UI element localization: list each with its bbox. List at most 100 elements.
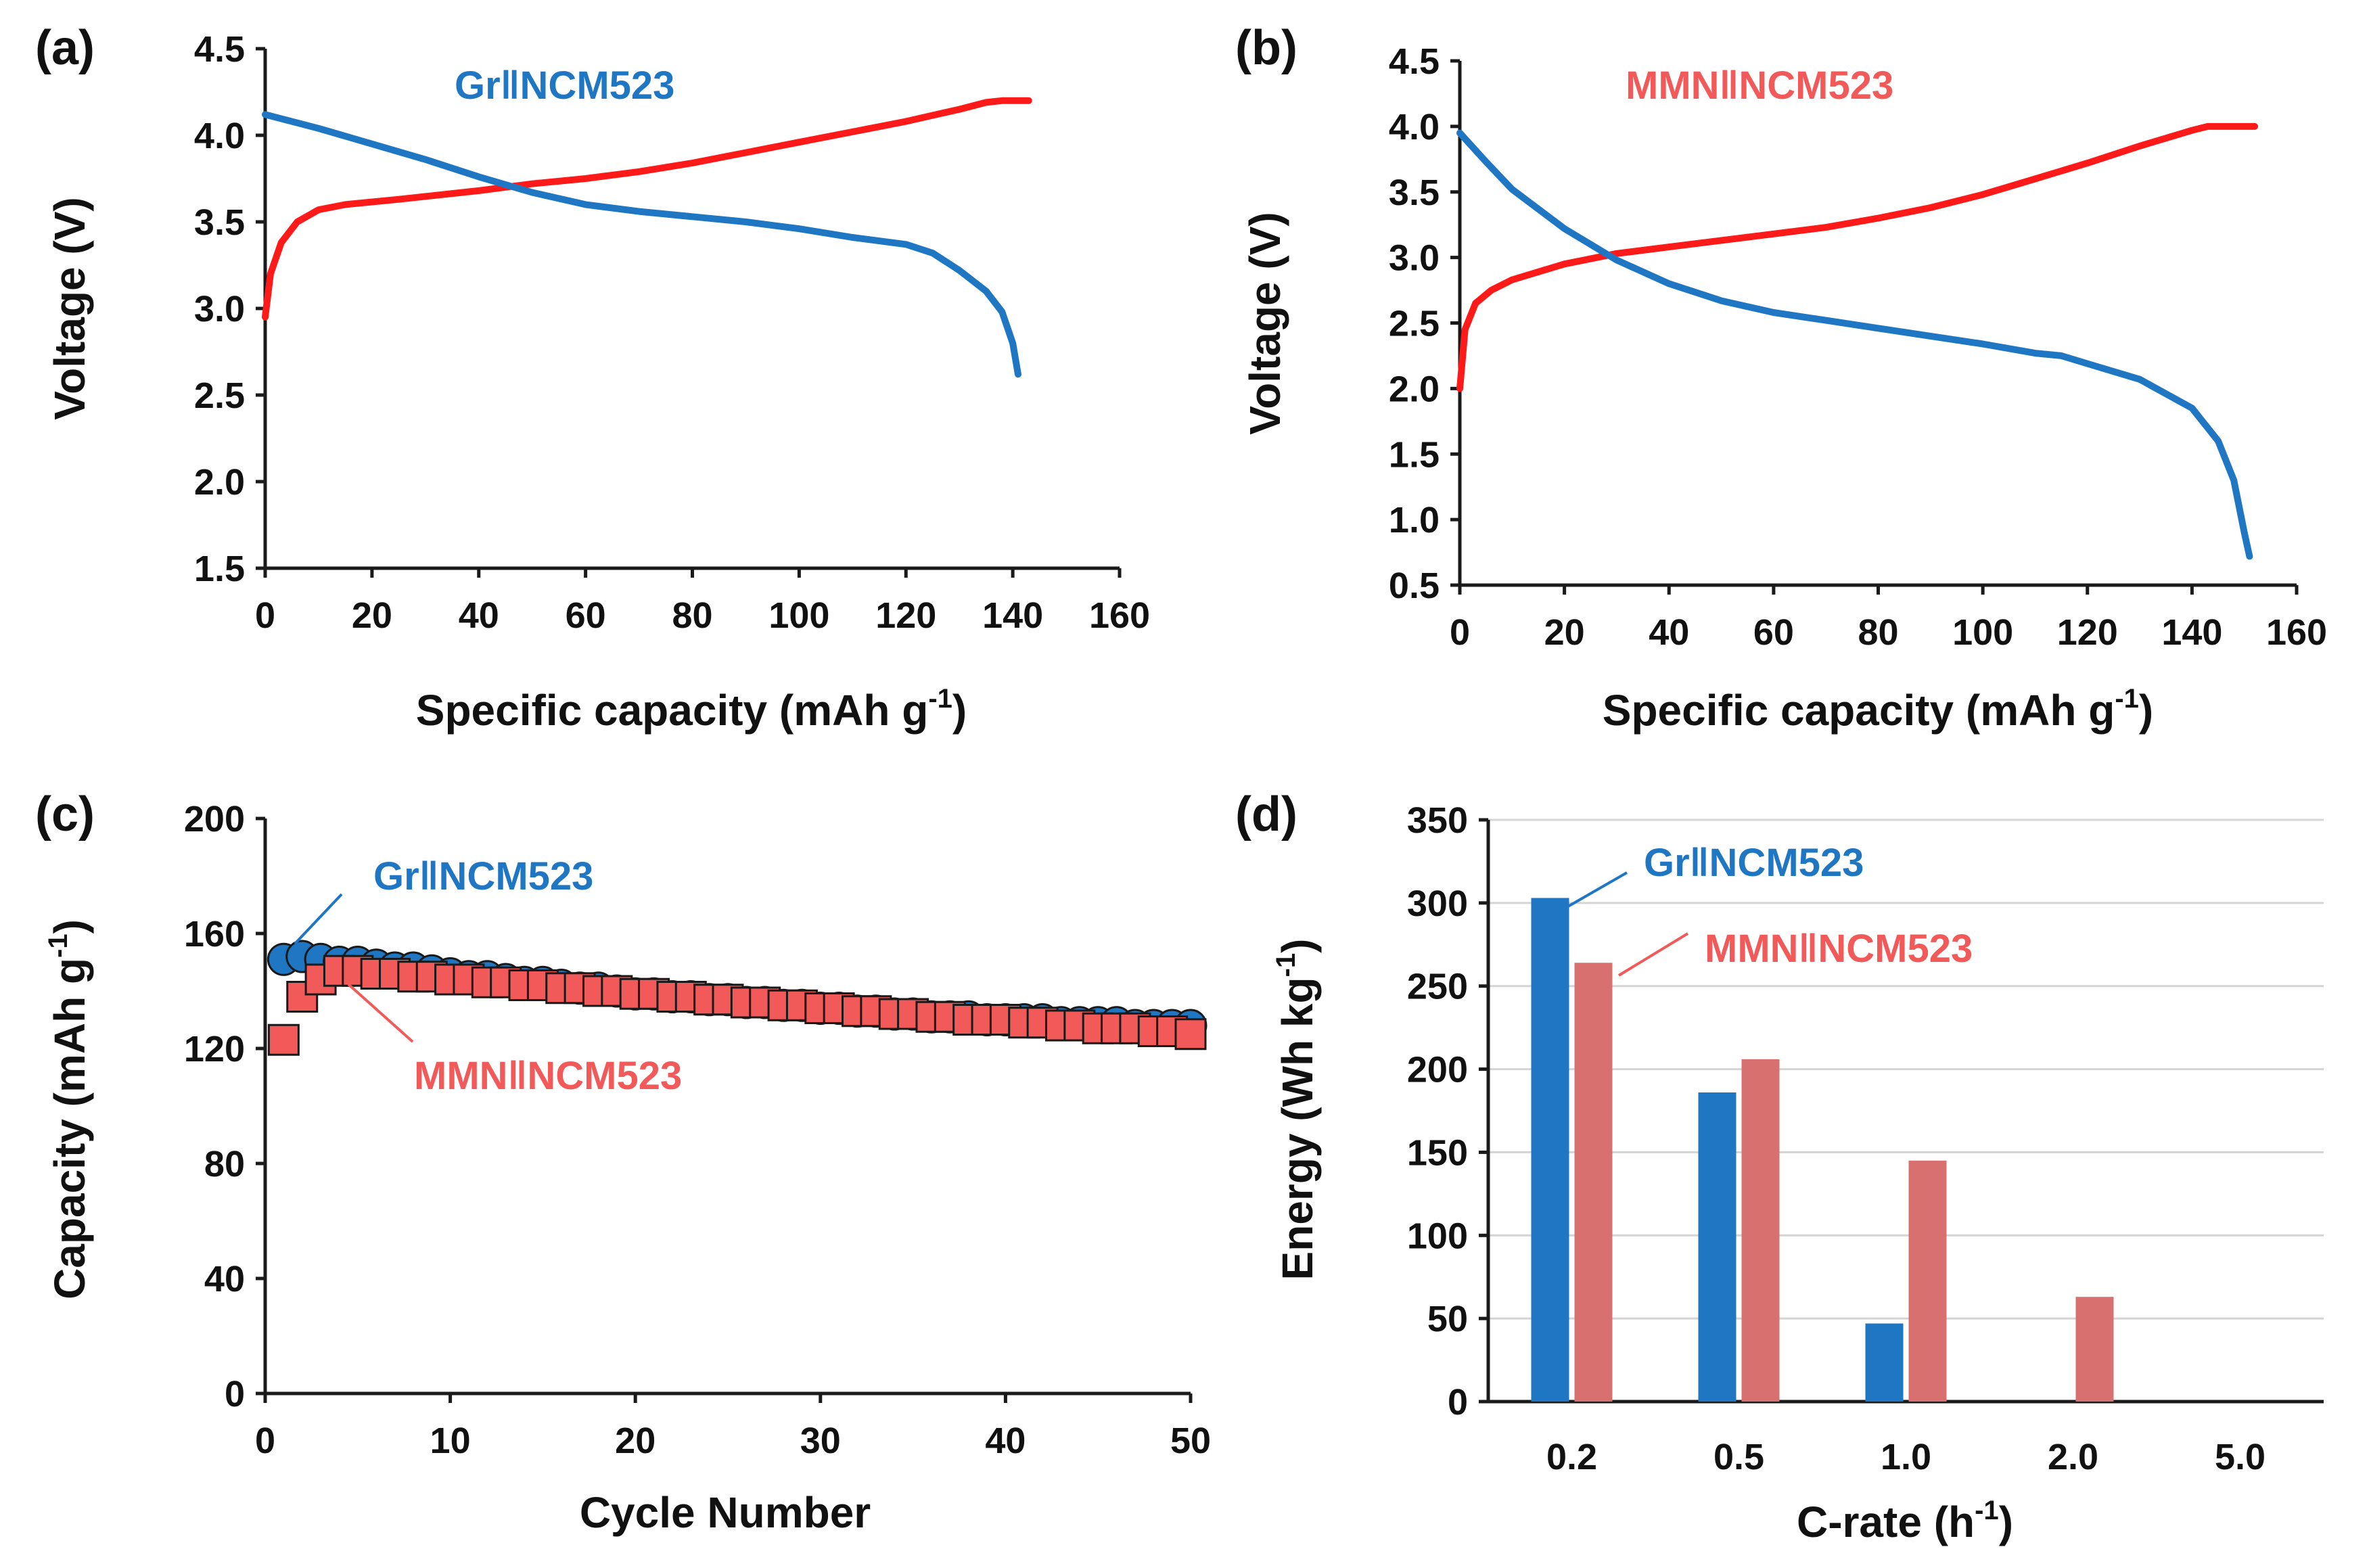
panel-b-y-tick-label: 2.5 bbox=[1389, 304, 1440, 344]
panel-c-x-axis-title: Cycle Number bbox=[580, 1488, 871, 1537]
panel-c-y-tick-label: 40 bbox=[204, 1259, 245, 1299]
panel-b-y-tick-label: 1.5 bbox=[1389, 434, 1440, 475]
panel-c-y-tick-label: 0 bbox=[225, 1374, 245, 1414]
panel-b-x-tick-label: 0 bbox=[1450, 612, 1470, 653]
panel-d-x-axis-title: C-rate (h-1) bbox=[1797, 1496, 2013, 1546]
panel-b-discharge-curve bbox=[1456, 129, 2253, 560]
panel-b-y-tick-label: 2.0 bbox=[1389, 369, 1440, 409]
panel-c-y-tick-label: 200 bbox=[184, 799, 245, 839]
panel-d-bar-mmn bbox=[1908, 1160, 1947, 1402]
panel-c-mmn-point bbox=[267, 1023, 300, 1056]
panel-b-x-tick-label: 60 bbox=[1753, 612, 1794, 653]
panel-d-bar-mmn bbox=[1741, 1059, 1780, 1402]
panel-a-x-tick-label: 160 bbox=[1089, 595, 1150, 636]
panel-b-x-tick-label: 140 bbox=[2161, 612, 2222, 653]
panel-b-x-axis-title: Specific capacity (mAh g-1) bbox=[1603, 684, 2153, 735]
panel-c-x-tick-label: 20 bbox=[615, 1421, 656, 1461]
panel-a-y-tick-label: 2.0 bbox=[194, 462, 245, 503]
panel-b-label: (b) bbox=[1235, 21, 1297, 75]
panel-a-y-tick-label: 4.0 bbox=[194, 116, 245, 156]
panel-d-bar-gr bbox=[1531, 898, 1569, 1402]
panel-c: (c) 0 10 20 30 40 50 0 40 80 120 160 200 Gr‖NCM523… bbox=[35, 787, 1211, 1537]
panel-b-y-tick-label: 0.5 bbox=[1389, 566, 1440, 606]
panel-c-mmn-leader-line bbox=[347, 983, 414, 1043]
panel-c-gr-annotation: Gr‖NCM523 bbox=[373, 854, 593, 898]
panel-b-x-tick-label: 40 bbox=[1649, 612, 1689, 653]
panel-c-y-tick-label: 120 bbox=[184, 1029, 245, 1069]
panel-c-mmn-point bbox=[1174, 1018, 1207, 1051]
panel-d-bar-mmn bbox=[2075, 1297, 2114, 1402]
panel-a-x-tick-label: 0 bbox=[255, 595, 275, 636]
panel-d-x-tick-label: 0.2 bbox=[1546, 1437, 1597, 1477]
panel-b-x-tick-label: 160 bbox=[2266, 612, 2327, 653]
panel-a-x-tick-label: 140 bbox=[982, 595, 1043, 636]
panel-a-x-axis-title: Specific capacity (mAh g-1) bbox=[416, 684, 967, 735]
panel-b-x-tick-label: 20 bbox=[1544, 612, 1585, 653]
panel-c-label: (c) bbox=[35, 787, 95, 841]
panel-c-y-axis-title: Capacity (mAh g-1) bbox=[43, 919, 94, 1299]
panel-c-x-tick-label: 0 bbox=[255, 1421, 275, 1461]
panel-d-gr-annotation: Gr‖NCM523 bbox=[1644, 841, 1864, 885]
panel-b-x-tick-label: 120 bbox=[2057, 612, 2118, 653]
panel-d-x-tick-label: 1.0 bbox=[1881, 1437, 1931, 1477]
panel-a-x-tick-label: 20 bbox=[352, 595, 392, 636]
panel-d-mmn-leader-line bbox=[1617, 932, 1689, 977]
panel-b: (b) 0 20 40 60 80 100 120 140 160 0.5 1.0 1.5 2.0 2.… bbox=[1235, 21, 2327, 735]
panel-b-charge-curve bbox=[1456, 122, 2259, 392]
panel-c-x-tick-label: 40 bbox=[985, 1421, 1026, 1461]
panel-b-y-axis-title: Voltage (V) bbox=[1241, 212, 1289, 435]
panel-c-gr-leader-line bbox=[294, 893, 343, 945]
panel-a-x-tick-label: 40 bbox=[459, 595, 499, 636]
panel-a-y-tick-label: 3.5 bbox=[194, 202, 245, 243]
panel-c-x-tick-label: 10 bbox=[430, 1421, 471, 1461]
panel-d-y-tick-label: 200 bbox=[1407, 1050, 1468, 1090]
panel-d-y-tick-label: 250 bbox=[1407, 967, 1468, 1007]
panel-a: (a) 0 20 40 60 80 100 120 140 160 1.5 2.0 2.5 3.0 3.… bbox=[35, 21, 1150, 735]
panel-c-x-tick-label: 30 bbox=[800, 1421, 841, 1461]
panel-d-mmn-annotation: MMN‖NCM523 bbox=[1705, 927, 1973, 971]
panel-a-x-tick-label: 120 bbox=[875, 595, 936, 636]
panel-a-y-tick-label: 4.5 bbox=[194, 29, 245, 70]
panel-a-label: (a) bbox=[35, 21, 95, 75]
panel-b-y-tick-label: 4.5 bbox=[1389, 41, 1440, 82]
panel-a-y-tick-label: 1.5 bbox=[194, 549, 245, 589]
panel-d-bar-mmn bbox=[1574, 963, 1613, 1402]
panel-d-y-tick-label: 0 bbox=[1448, 1382, 1468, 1423]
panel-a-x-tick-label: 60 bbox=[566, 595, 606, 636]
panel-a-y-tick-label: 3.0 bbox=[194, 289, 245, 329]
panel-a-x-tick-label: 100 bbox=[768, 595, 829, 636]
panel-d-label: (d) bbox=[1235, 787, 1297, 841]
panel-d-y-tick-label: 100 bbox=[1407, 1216, 1468, 1256]
panel-a-y-axis-title: Voltage (V) bbox=[45, 197, 94, 420]
panel-d-bar-gr bbox=[1865, 1323, 1904, 1402]
panel-a-discharge-curve bbox=[262, 111, 1021, 378]
panel-b-y-tick-label: 1.0 bbox=[1389, 500, 1440, 540]
panel-d-y-tick-label: 50 bbox=[1427, 1299, 1468, 1339]
panel-c-mmn-annotation: MMN‖NCM523 bbox=[414, 1054, 682, 1098]
panel-a-annotation: Gr‖NCM523 bbox=[455, 64, 674, 108]
panel-d-y-tick-label: 350 bbox=[1407, 800, 1468, 841]
panel-d-bar-gr bbox=[1698, 1092, 1736, 1402]
panel-d-y-tick-label: 150 bbox=[1407, 1132, 1468, 1173]
panel-c-x-tick-label: 50 bbox=[1170, 1421, 1211, 1461]
panel-d-x-tick-label: 5.0 bbox=[2215, 1437, 2266, 1477]
panel-b-annotation: MMN‖NCM523 bbox=[1626, 64, 1893, 108]
panel-d-x-tick-label: 2.0 bbox=[2048, 1437, 2098, 1477]
panel-c-y-tick-label: 160 bbox=[184, 914, 245, 954]
panel-b-y-tick-label: 3.5 bbox=[1389, 172, 1440, 213]
panel-b-y-tick-label: 3.0 bbox=[1389, 238, 1440, 279]
panel-a-charge-curve bbox=[262, 97, 1032, 321]
panel-d: (d) 0.2 0.5 1.0 2.0 5.0 0 50 100 150 200 250 300 35… bbox=[1235, 787, 2324, 1546]
panel-d-y-axis-title: Energy (Wh kg-1) bbox=[1271, 939, 1322, 1281]
panel-d-gr-leader-line bbox=[1567, 871, 1628, 908]
panel-a-x-tick-label: 80 bbox=[672, 595, 712, 636]
panel-d-y-tick-label: 300 bbox=[1407, 883, 1468, 924]
panel-b-x-tick-label: 100 bbox=[1952, 612, 2013, 653]
panel-b-x-tick-label: 80 bbox=[1858, 612, 1898, 653]
panel-a-y-tick-label: 2.5 bbox=[194, 375, 245, 416]
panel-b-y-tick-label: 4.0 bbox=[1389, 107, 1440, 147]
panel-c-y-tick-label: 80 bbox=[204, 1144, 245, 1184]
panel-d-x-tick-label: 0.5 bbox=[1714, 1437, 1764, 1477]
